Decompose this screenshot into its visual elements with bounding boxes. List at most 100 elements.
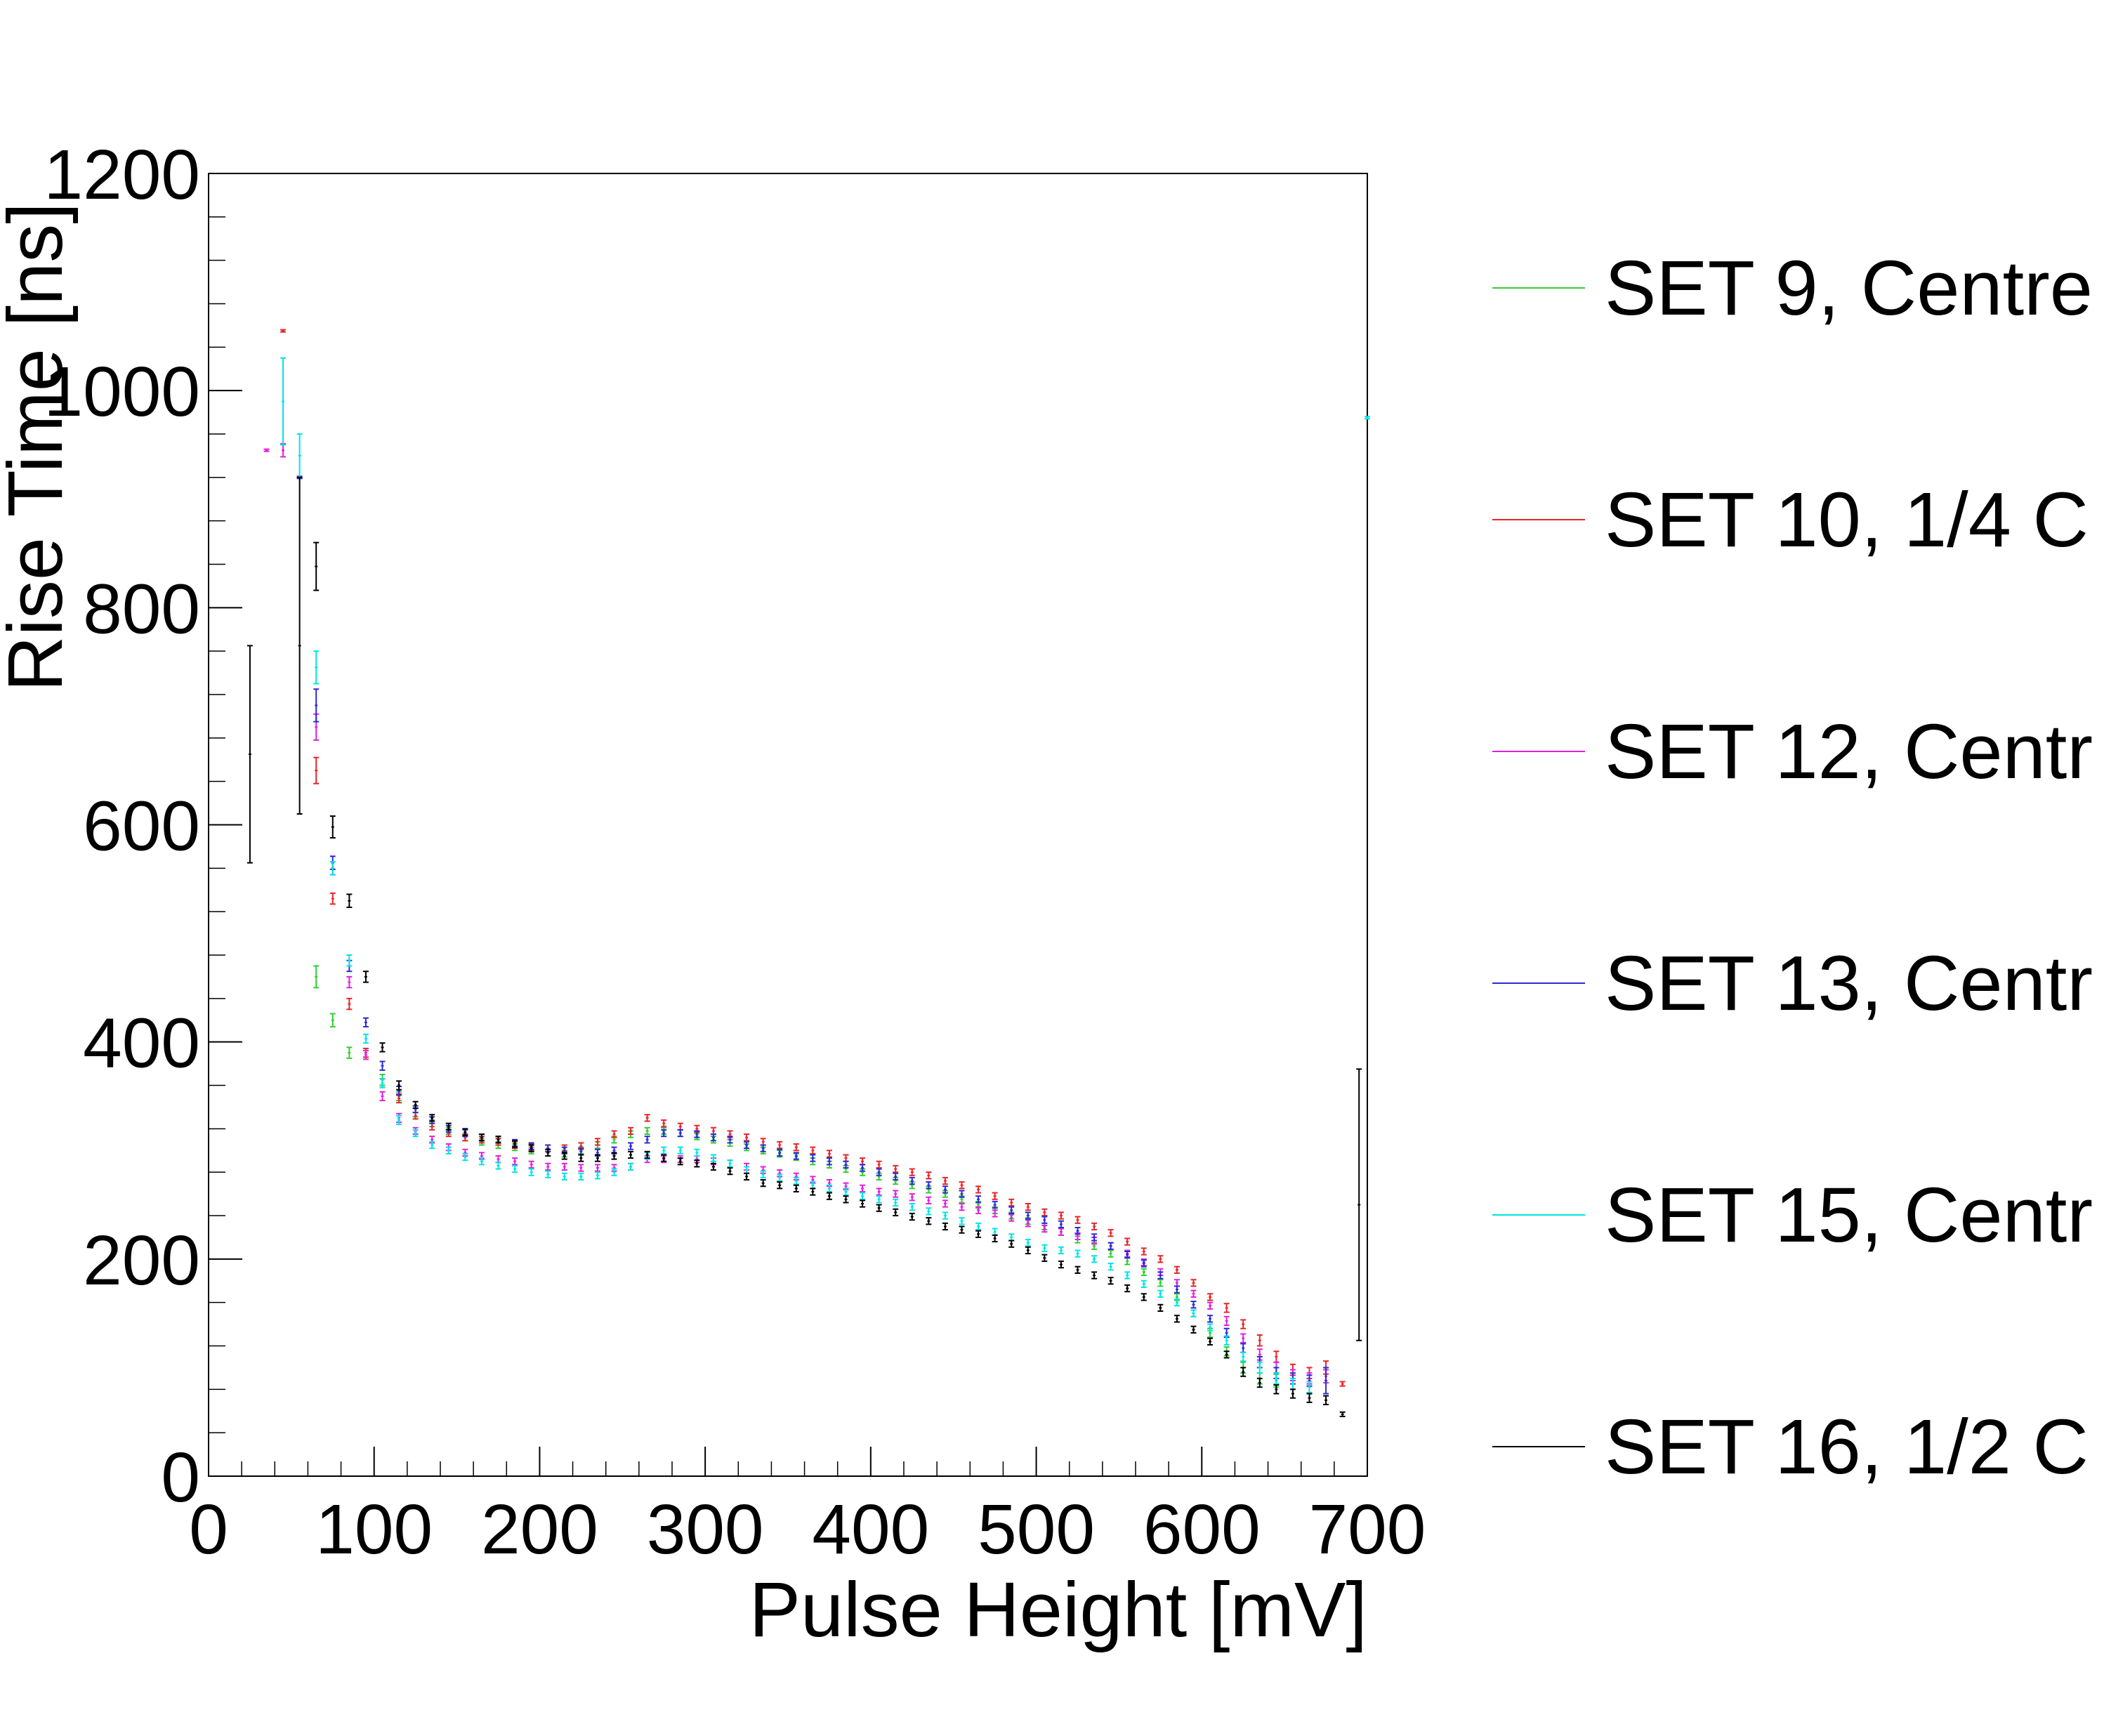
data-point (1240, 1343, 1247, 1353)
data-point (744, 1140, 750, 1150)
data-point (1190, 1325, 1197, 1334)
data-point (1223, 1350, 1230, 1359)
data-point (1058, 1211, 1064, 1220)
data-point (313, 965, 320, 989)
data-point (1306, 1381, 1313, 1393)
data-point (1008, 1206, 1015, 1214)
data-point (1058, 1260, 1064, 1269)
data-point (1173, 1279, 1180, 1287)
y-axis-title: Rise Time [ns] (0, 202, 79, 692)
data-point (793, 1184, 799, 1192)
data-point (1107, 1242, 1114, 1250)
data-point (1207, 1301, 1214, 1310)
data-point (362, 1033, 369, 1044)
data-point (860, 1199, 866, 1208)
data-point (1157, 1271, 1164, 1280)
data-point (1306, 1393, 1313, 1403)
data-point (412, 1112, 419, 1120)
x-tick-label: 400 (812, 1490, 929, 1569)
data-point (926, 1207, 932, 1216)
x-tick-label: 300 (647, 1490, 764, 1569)
data-point (1091, 1271, 1098, 1280)
data-point (893, 1164, 899, 1173)
data-point (810, 1188, 816, 1196)
data-point (1173, 1285, 1180, 1294)
data-point (1240, 1333, 1247, 1343)
data-point (495, 1136, 501, 1144)
data-point (1091, 1222, 1098, 1231)
data-point (528, 1168, 534, 1176)
data-point (677, 1157, 683, 1166)
data-point (495, 1162, 501, 1170)
data-point (545, 1148, 551, 1157)
data-point (313, 650, 320, 685)
series-2 (263, 442, 1329, 1385)
data-point (959, 1181, 965, 1190)
data-point (628, 1126, 634, 1136)
data-point (1124, 1237, 1131, 1246)
data-point (1173, 1298, 1180, 1307)
data-point (694, 1130, 700, 1138)
data-point (777, 1173, 783, 1182)
data-point (1207, 1315, 1214, 1323)
data-point (1207, 1337, 1214, 1346)
data-point (926, 1171, 932, 1180)
data-point (1289, 1388, 1296, 1399)
data-point (677, 1122, 683, 1131)
data-point (1041, 1244, 1048, 1253)
data-point (793, 1152, 799, 1160)
data-point (1124, 1284, 1131, 1293)
x-tick-label: 100 (315, 1490, 433, 1569)
data-point (909, 1176, 915, 1185)
data-point (478, 1157, 485, 1166)
data-point (826, 1150, 832, 1158)
data-point (379, 1091, 386, 1102)
data-point (843, 1154, 849, 1162)
data-point (628, 1162, 634, 1171)
data-point (826, 1157, 832, 1166)
legend-label: SET 12, Centr (1605, 709, 2093, 795)
legend-entry: SET 15, Centr (1492, 1172, 2093, 1258)
data-point (1058, 1220, 1064, 1229)
data-point (777, 1140, 783, 1150)
data-point (710, 1126, 716, 1136)
data-point (975, 1206, 982, 1214)
data-point (909, 1168, 915, 1176)
data-point (661, 1146, 667, 1155)
data-point (826, 1192, 832, 1200)
data-point (644, 1150, 650, 1159)
data-point (1041, 1224, 1048, 1233)
data-point (1124, 1257, 1131, 1265)
data-point (810, 1146, 816, 1155)
data-point (1356, 1068, 1362, 1341)
data-point (1124, 1271, 1131, 1280)
data-point (1173, 1265, 1180, 1274)
data-point (1157, 1303, 1164, 1313)
data-point (975, 1185, 982, 1194)
data-point (1240, 1351, 1247, 1362)
data-point (744, 1172, 750, 1181)
data-point (810, 1154, 816, 1162)
data-point (893, 1198, 899, 1207)
data-point (1240, 1319, 1247, 1329)
data-point (1190, 1289, 1197, 1298)
data-point (826, 1184, 832, 1192)
legend-label: SET 9, Centre (1605, 245, 2093, 331)
series-3 (296, 475, 1329, 1395)
data-point (1140, 1247, 1147, 1256)
y-tick-label: 400 (83, 1004, 200, 1083)
data-point (429, 1114, 435, 1122)
x-tick-label: 500 (978, 1490, 1095, 1569)
data-point (777, 1181, 783, 1190)
data-point (512, 1157, 518, 1166)
data-point (1008, 1198, 1015, 1207)
data-point (644, 1136, 650, 1144)
data-point (843, 1188, 849, 1196)
data-point (661, 1119, 667, 1128)
data-point (1058, 1228, 1064, 1236)
data-point (876, 1160, 882, 1169)
data-point (1025, 1219, 1031, 1228)
legend-label: SET 10, 1/4 C (1605, 477, 2089, 563)
data-point (644, 1114, 650, 1122)
